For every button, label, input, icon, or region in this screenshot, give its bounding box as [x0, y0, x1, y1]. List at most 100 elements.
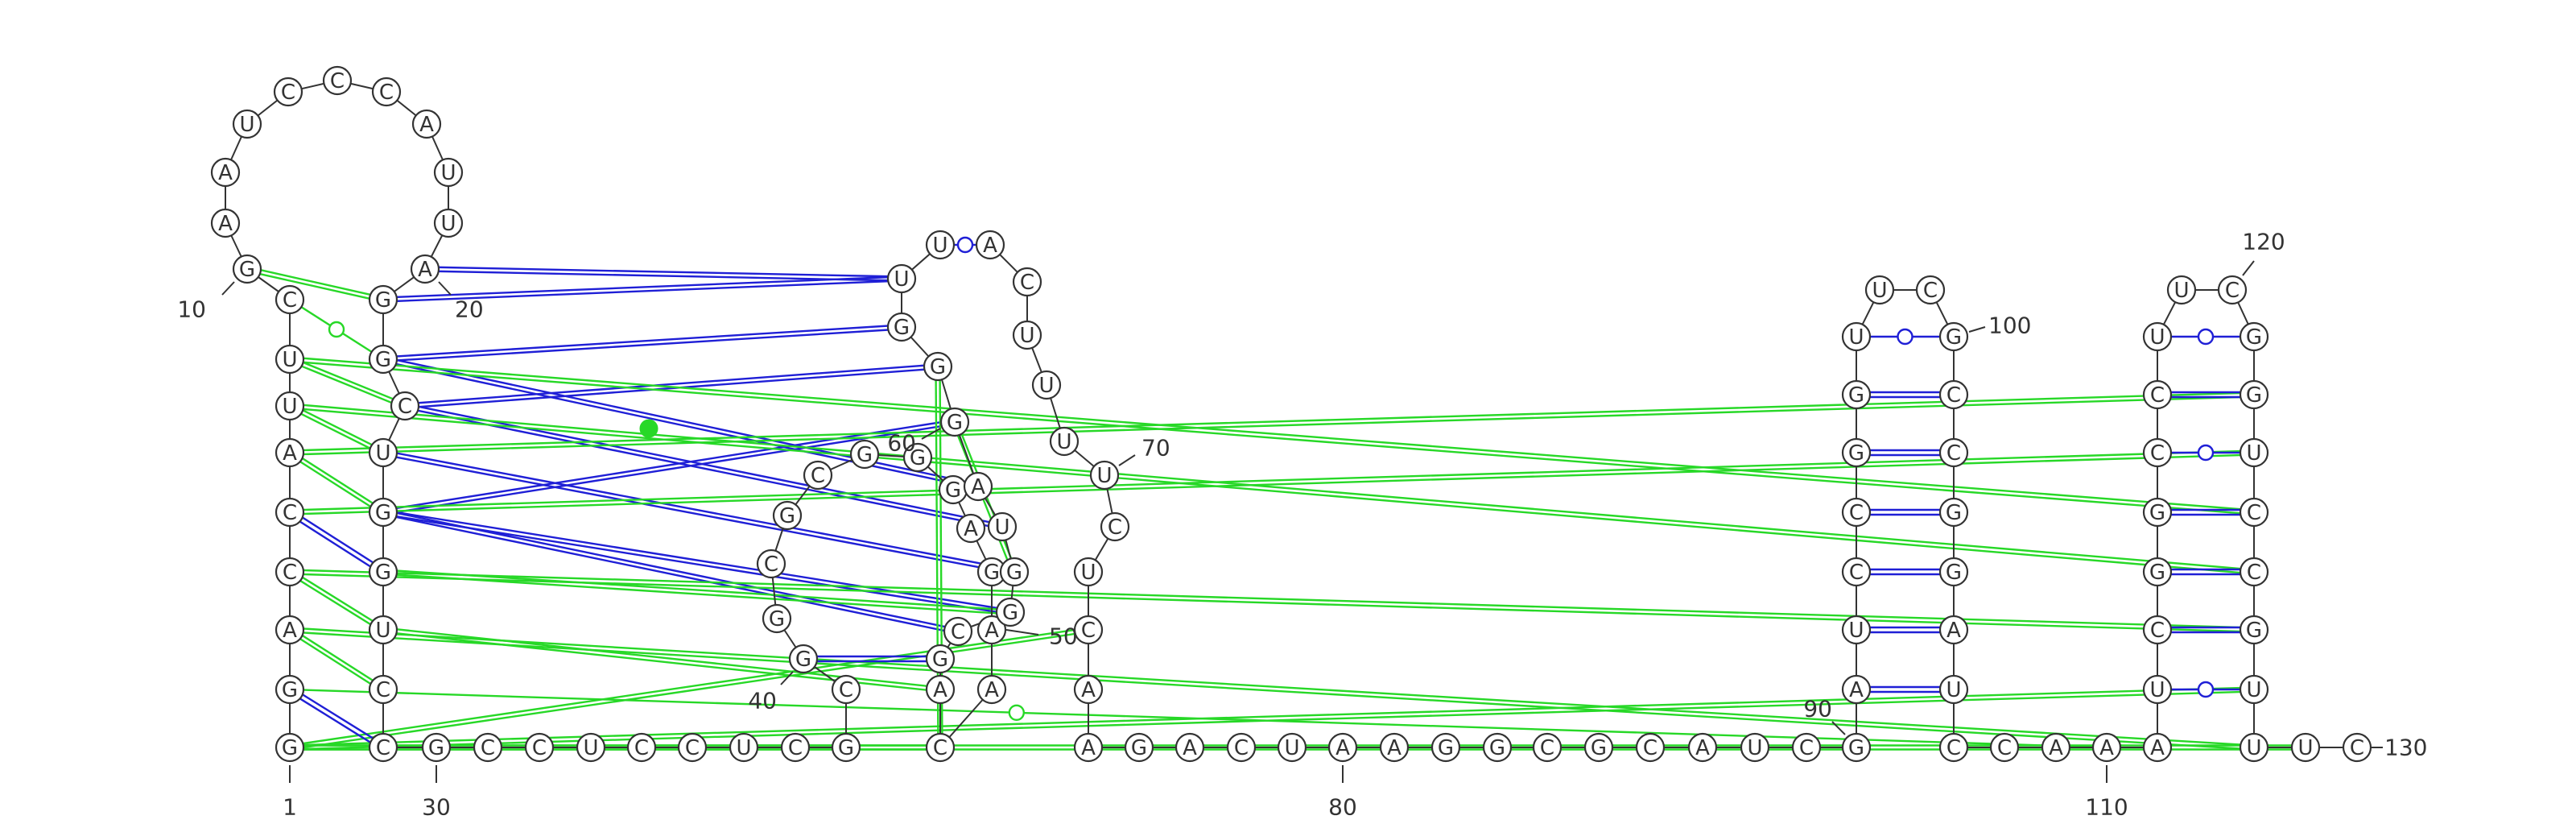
nucleotide-base-label: G — [930, 355, 946, 379]
tertiary-link-4-126 — [289, 569, 2255, 633]
wobble-marker-icon — [956, 236, 974, 254]
nucleotide-base-label: C — [1643, 736, 1657, 760]
nucleotide-74: A — [1073, 674, 1104, 705]
nucleotide-79: U — [1277, 732, 1307, 763]
nucleotide-57: G — [999, 557, 1030, 587]
nucleotide-41: G — [762, 603, 792, 634]
nucleotide-base-label: C — [1081, 619, 1096, 643]
nucleotide-base-label: U — [2246, 736, 2261, 760]
base-pair-115-124 — [2157, 508, 2254, 516]
nucleotide-99: C — [1915, 275, 1946, 305]
nucleotide-base-label: C — [2247, 561, 2261, 585]
nucleotide-75: A — [1073, 732, 1104, 763]
nucleotide-base-label: G — [239, 258, 255, 282]
base-pair-28-3 — [288, 627, 385, 693]
nucleotide-125: C — [2239, 557, 2269, 587]
position-tick-20 — [438, 281, 452, 296]
position-label-40: 40 — [748, 688, 777, 714]
nucleotide-base-label: C — [2225, 279, 2240, 303]
nucleotide-45: G — [849, 439, 880, 470]
nucleotide-base-label: U — [2149, 678, 2165, 702]
nucleotide-8: U — [275, 344, 305, 375]
nucleotide-118: U — [2142, 321, 2173, 352]
nucleotide-base-label: A — [933, 678, 947, 702]
nucleotide-base-label: G — [1848, 383, 1864, 408]
base-pair-94-103 — [1856, 508, 1954, 516]
nucleotide-86: C — [1635, 732, 1666, 763]
nucleotide-15: C — [322, 65, 353, 96]
position-label-30: 30 — [422, 794, 451, 821]
position-label-70: 70 — [1141, 435, 1170, 462]
nucleotide-base-label: G — [2149, 501, 2165, 525]
nucleotide-107: C — [1938, 732, 1969, 763]
nucleotide-97: U — [1841, 321, 1872, 352]
nucleotide-50: A — [976, 615, 1007, 645]
tertiary-link-5-123 — [289, 449, 2255, 515]
position-tick-60 — [921, 428, 941, 440]
nucleotide-base-label: C — [1946, 383, 1961, 408]
base-pair-21-10 — [246, 266, 384, 303]
nucleotide-38: G — [831, 732, 861, 763]
nucleotide-28: C — [368, 674, 398, 705]
nucleotide-base-label: G — [769, 607, 785, 631]
nucleotide-base-label: G — [375, 348, 391, 372]
nucleotide-128: U — [2239, 732, 2269, 763]
nucleotide-base-label: G — [375, 561, 391, 585]
base-pair-116-123 — [2157, 444, 2254, 462]
nucleotide-37: C — [780, 732, 811, 763]
tertiary-link-layer — [289, 266, 2306, 751]
nucleotide-71: C — [1100, 511, 1130, 542]
nucleotide-9: C — [275, 284, 305, 315]
nucleotide-base-label: G — [779, 504, 795, 528]
nucleotide-base-label: A — [218, 161, 233, 185]
base-pair-layer — [246, 236, 2254, 751]
nucleotide-64: U — [925, 230, 956, 260]
nucleotide-base-label: C — [532, 736, 547, 760]
nucleotide-111: A — [2142, 732, 2173, 763]
nucleotide-base-label: U — [2246, 441, 2261, 466]
nucleotide-base-label: U — [375, 619, 390, 643]
nucleotide-base-label: G — [894, 316, 910, 340]
nucleotide-52: C — [925, 732, 956, 763]
nucleotide-base-label: C — [281, 81, 295, 105]
nucleotide-33: U — [576, 732, 606, 763]
tertiary-link-22-59 — [382, 356, 979, 490]
nucleotide-51: A — [976, 674, 1007, 705]
nucleotide-base-label: C — [283, 501, 297, 525]
nucleotide-base-label: G — [2149, 561, 2165, 585]
nucleotide-48: A — [956, 513, 986, 544]
nucleotide-base-label: C — [379, 81, 394, 105]
nucleotide-3: A — [275, 615, 305, 645]
nucleotide-base-label: C — [788, 736, 803, 760]
nucleotide-108: C — [1989, 732, 2020, 763]
base-pair-25-6 — [288, 449, 385, 515]
position-label-1: 1 — [283, 794, 297, 821]
nucleotide-base-label: C — [1849, 501, 1864, 525]
nucleotide-base-label: C — [1923, 279, 1938, 303]
base-pair-112-127 — [2157, 681, 2254, 698]
nucleotide-base-label: U — [2149, 325, 2165, 350]
nucleotide-56: G — [995, 597, 1026, 627]
nucleotide-101: C — [1938, 379, 1969, 410]
nucleotide-base-label: C — [2150, 441, 2165, 466]
nucleotide-base-label: U — [375, 441, 390, 466]
nucleotide-base-label: A — [1081, 678, 1096, 702]
nucleotide-base-label: U — [932, 234, 947, 258]
nucleotide-39: C — [831, 674, 861, 705]
base-pair-91-106 — [1856, 685, 1954, 693]
nucleotide-85: G — [1583, 732, 1614, 763]
nucleotide-base-label: C — [2350, 736, 2364, 760]
nucleotide-base-label: U — [736, 736, 751, 760]
nucleotide-base-label: C — [2150, 619, 2165, 643]
nucleotide-119: U — [2166, 275, 2197, 305]
nucleotide-base-label: C — [1946, 736, 1961, 760]
position-label-130: 130 — [2384, 735, 2427, 761]
nucleotide-base-label: U — [1096, 464, 1112, 488]
base-pair-93-104 — [1856, 568, 1954, 576]
nucleotide-base-label: A — [983, 234, 997, 258]
tertiary-link-7-125 — [289, 403, 2255, 575]
nucleotide-base-label: G — [1946, 501, 1962, 525]
nucleotide-base-label: U — [1848, 325, 1864, 350]
nucleotide-17: A — [411, 109, 442, 139]
